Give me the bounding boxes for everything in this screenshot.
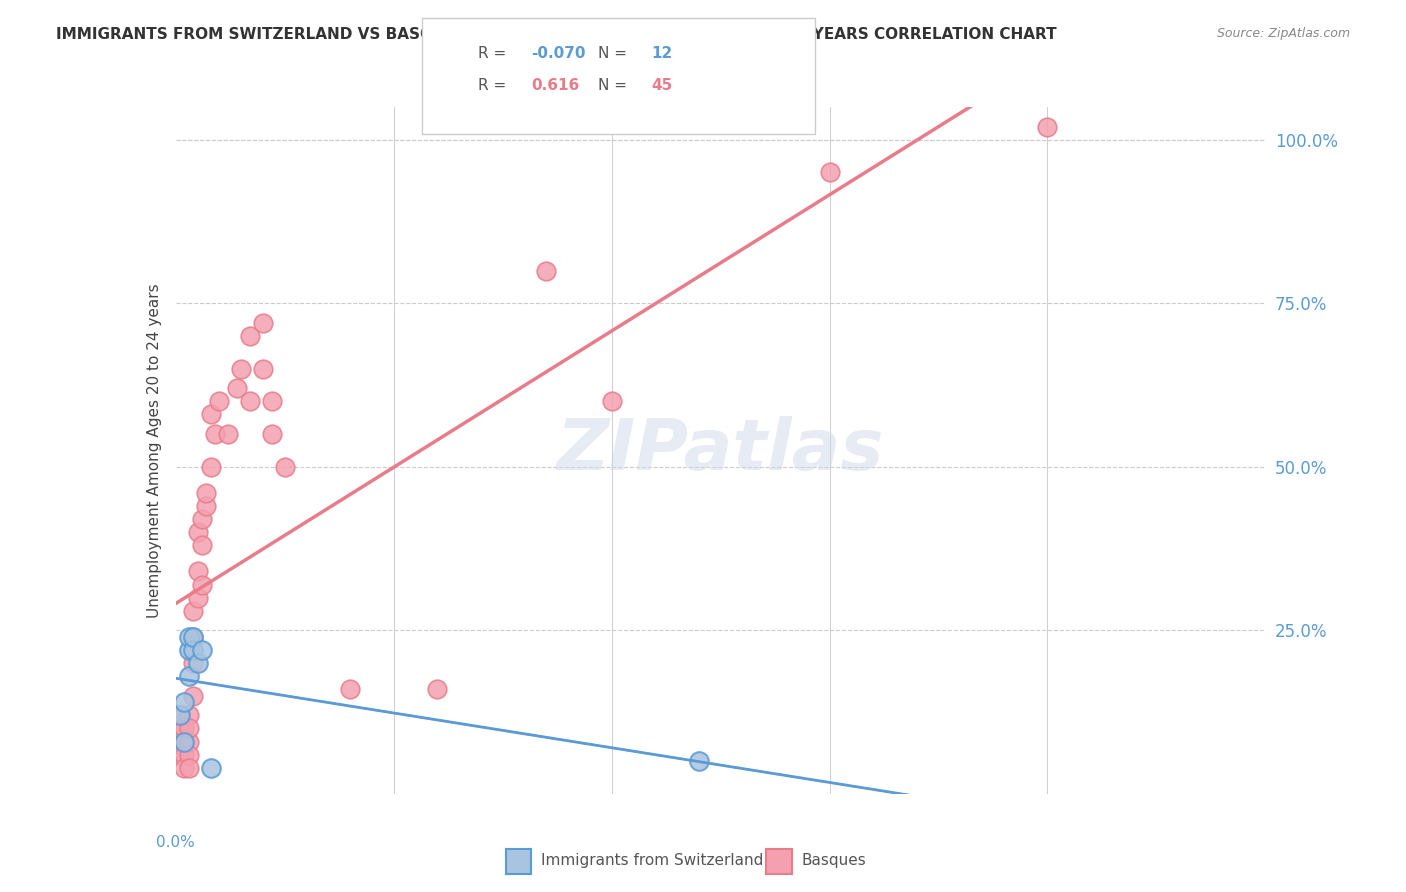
Point	[200, 408, 222, 422]
Text: N =: N =	[598, 78, 631, 94]
Point	[173, 695, 195, 709]
Point	[260, 427, 283, 442]
Point	[186, 656, 209, 670]
Point	[173, 734, 195, 748]
Point	[169, 734, 191, 748]
Point	[534, 263, 557, 277]
Point	[225, 381, 247, 395]
Point	[688, 754, 710, 768]
Point	[181, 656, 204, 670]
Point	[181, 630, 204, 644]
Point	[274, 459, 297, 474]
Point	[169, 708, 191, 723]
Point	[252, 361, 274, 376]
Text: N =: N =	[598, 46, 631, 62]
Text: ZIPatlas: ZIPatlas	[557, 416, 884, 485]
Point	[195, 499, 218, 513]
Text: 45: 45	[651, 78, 672, 94]
Point	[252, 316, 274, 330]
Point	[195, 486, 218, 500]
Y-axis label: Unemployment Among Ages 20 to 24 years: Unemployment Among Ages 20 to 24 years	[146, 283, 162, 618]
Text: Immigrants from Switzerland: Immigrants from Switzerland	[541, 854, 763, 868]
Point	[204, 427, 226, 442]
Point	[260, 394, 283, 409]
Point	[173, 761, 195, 775]
Point	[231, 361, 253, 376]
Point	[177, 669, 200, 683]
Point	[181, 604, 204, 618]
Text: 12: 12	[651, 46, 672, 62]
Text: -0.070: -0.070	[531, 46, 586, 62]
Text: IMMIGRANTS FROM SWITZERLAND VS BASQUE UNEMPLOYMENT AMONG AGES 20 TO 24 YEARS COR: IMMIGRANTS FROM SWITZERLAND VS BASQUE UN…	[56, 27, 1057, 42]
Point	[177, 747, 200, 762]
Point	[200, 761, 222, 775]
Point	[181, 630, 204, 644]
Point	[191, 577, 214, 591]
Point	[186, 525, 209, 540]
Text: R =: R =	[478, 78, 512, 94]
Text: R =: R =	[478, 46, 512, 62]
Point	[169, 722, 191, 736]
Point	[173, 722, 195, 736]
Point	[177, 643, 200, 657]
Point	[186, 591, 209, 605]
Point	[177, 722, 200, 736]
Point	[818, 165, 841, 179]
Point	[200, 459, 222, 474]
Point	[169, 747, 191, 762]
Text: Basques: Basques	[801, 854, 866, 868]
Text: 0.0%: 0.0%	[156, 835, 195, 850]
Point	[1036, 120, 1059, 134]
Point	[239, 394, 262, 409]
Point	[181, 689, 204, 703]
Point	[239, 329, 262, 343]
Point	[169, 708, 191, 723]
Point	[177, 734, 200, 748]
Point	[339, 682, 361, 697]
Point	[177, 630, 200, 644]
Text: Source: ZipAtlas.com: Source: ZipAtlas.com	[1216, 27, 1350, 40]
Point	[181, 643, 204, 657]
Point	[173, 747, 195, 762]
Point	[173, 734, 195, 748]
Text: 0.616: 0.616	[531, 78, 579, 94]
Point	[186, 565, 209, 579]
Point	[191, 538, 214, 552]
Point	[177, 761, 200, 775]
Point	[177, 708, 200, 723]
Point	[208, 394, 231, 409]
Point	[600, 394, 623, 409]
Point	[217, 427, 239, 442]
Point	[426, 682, 449, 697]
Point	[191, 512, 214, 526]
Point	[191, 643, 214, 657]
